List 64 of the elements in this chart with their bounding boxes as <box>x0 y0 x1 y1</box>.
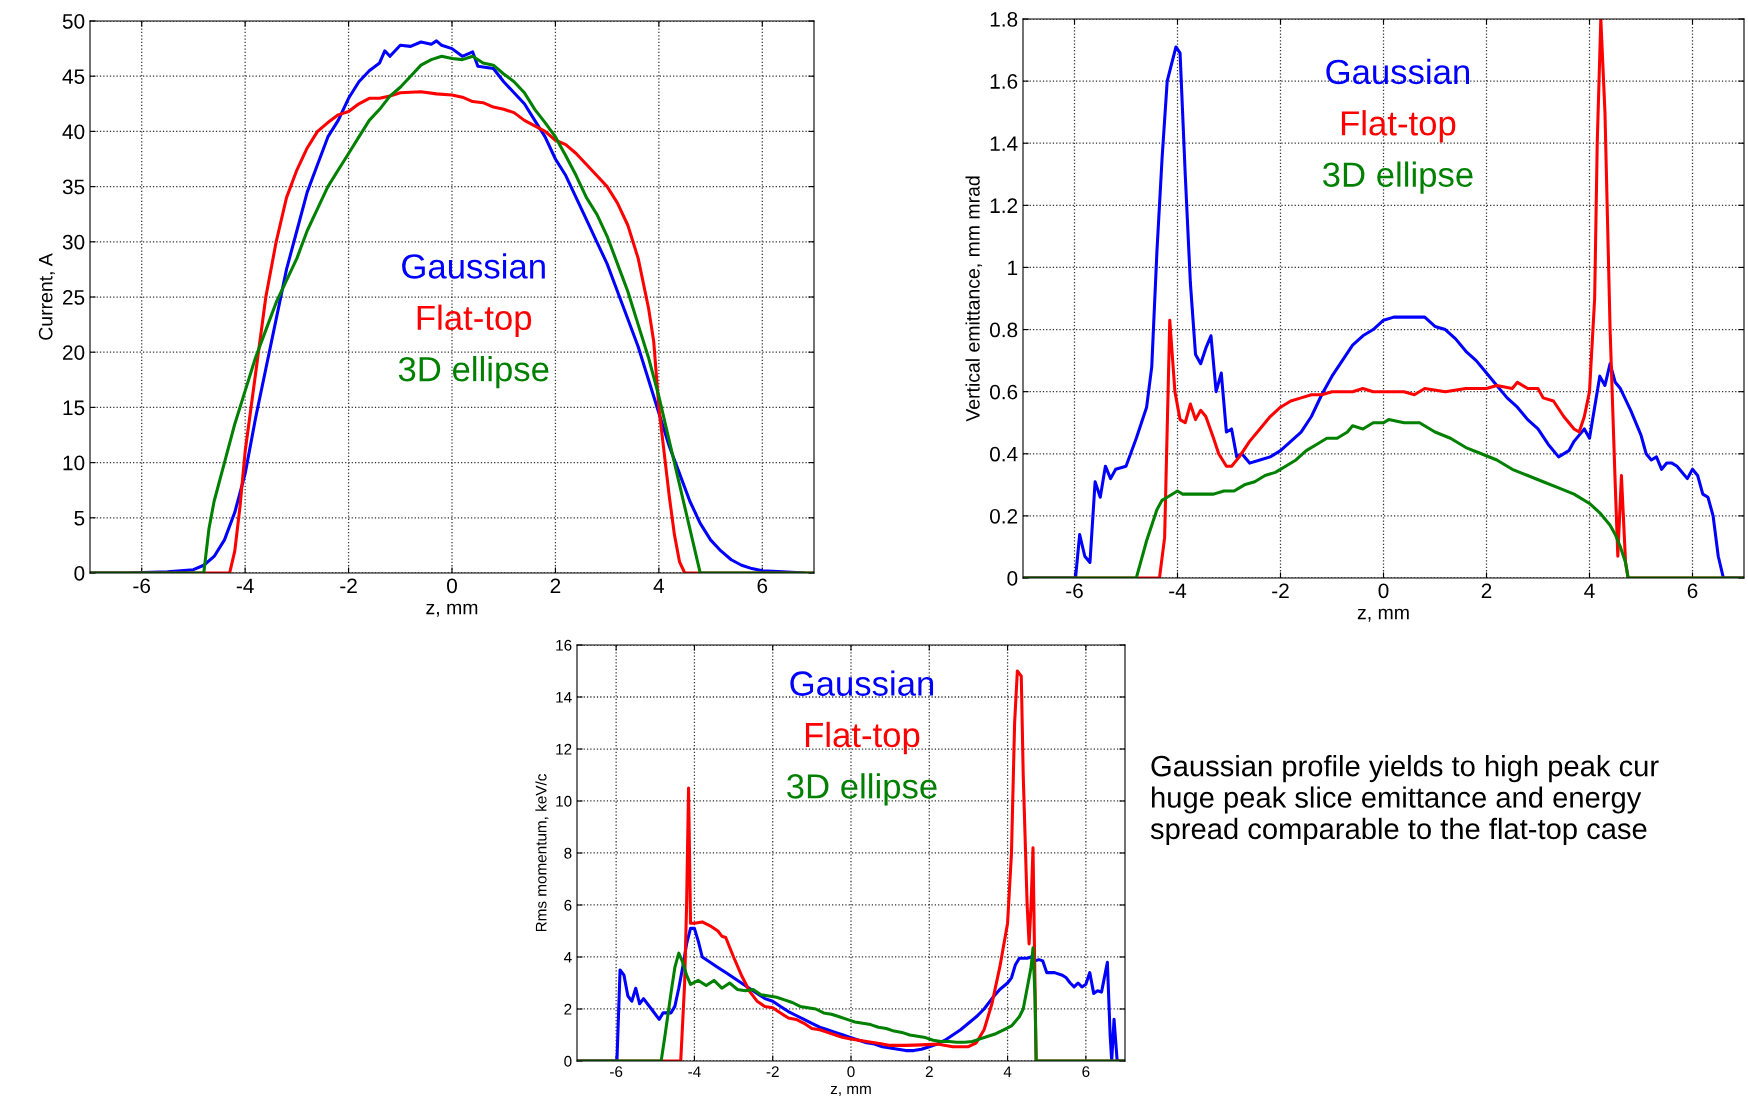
x-tick-label: 2 <box>925 1066 933 1077</box>
text: Flat-top <box>1341 110 1456 143</box>
x-tick-label: -6 <box>1066 583 1083 599</box>
y-tick-label: 1.4 <box>990 136 1018 151</box>
y-tick-label: 0 <box>74 566 85 581</box>
y-tick-label: 0 <box>564 1055 572 1067</box>
x-tick-label: -4 <box>236 578 254 593</box>
y-tick-label: 40 <box>62 124 85 140</box>
text: Gaussian profile yields to high peak cur huge peak slice emittance and energy spread comparable to the flat-top case <box>1150 755 1659 846</box>
y-tick-label: 0.2 <box>989 508 1018 524</box>
y-tick-label: 45 <box>62 69 85 84</box>
y-tick-label: 50 <box>62 14 85 29</box>
x-tick-label: 2 <box>1481 583 1492 598</box>
y-tick-label: 10 <box>63 455 85 471</box>
text: 3D ellipse <box>787 773 937 806</box>
y-tick-label: 16 <box>556 639 572 651</box>
y-axis-title: Rms momentum, keV/c <box>535 774 549 932</box>
y-tick-label: 0.4 <box>989 446 1018 462</box>
y-tick-label: 5 <box>74 511 85 526</box>
y-tick-label: 1 <box>1008 260 1018 275</box>
text: 3D ellipse <box>398 355 549 389</box>
text: Gaussian <box>1326 58 1470 85</box>
y-tick-label: 4 <box>563 952 572 963</box>
y-axis-title: Vertical emittance, mm mrad <box>965 176 983 422</box>
y-tick-label: 0.8 <box>989 322 1018 338</box>
x-axis-title: z, mm <box>426 603 478 617</box>
x-tick-label: -4 <box>1169 583 1187 598</box>
y-tick-label: 1.6 <box>990 74 1018 89</box>
y-tick-label: 30 <box>62 234 85 250</box>
x-tick-label: 0 <box>847 1066 855 1078</box>
x-tick-label: -4 <box>688 1066 701 1077</box>
text: 3D ellipse <box>1323 161 1473 194</box>
x-tick-label: -2 <box>766 1066 779 1077</box>
y-tick-label: 1.2 <box>990 198 1018 213</box>
y-tick-label: 10 <box>556 795 572 807</box>
y-axis-title: Current, A <box>38 253 55 340</box>
y-tick-label: 1.8 <box>990 12 1018 27</box>
x-tick-label: 4 <box>1584 583 1595 598</box>
y-tick-label: 12 <box>556 743 572 755</box>
x-tick-label: 6 <box>1082 1066 1090 1078</box>
x-axis-title: z, mm <box>1357 608 1409 622</box>
x-tick-label: -6 <box>133 578 151 594</box>
x-tick-label: -2 <box>340 578 357 593</box>
y-tick-label: 0.6 <box>989 384 1018 400</box>
series-label: Gaussian <box>402 253 545 279</box>
y-tick-label: 2 <box>564 1003 572 1015</box>
y-tick-label: 8 <box>564 847 572 859</box>
x-axis-title: z, mm <box>830 1085 871 1096</box>
text: Flat-top <box>805 721 920 755</box>
y-tick-label: 6 <box>564 899 572 911</box>
text: Flat-top <box>417 304 532 337</box>
x-tick-label: 6 <box>757 578 768 594</box>
y-tick-label: 20 <box>63 345 85 360</box>
y-tick-label: 25 <box>63 290 85 305</box>
y-tick-label: 15 <box>63 400 85 416</box>
x-tick-label: -6 <box>610 1066 623 1078</box>
x-tick-label: -2 <box>1272 583 1289 598</box>
x-tick-label: 4 <box>653 578 665 593</box>
y-tick-label: 14 <box>556 692 572 703</box>
x-tick-label: 0 <box>1378 583 1389 599</box>
x-tick-label: 6 <box>1687 583 1698 599</box>
text: Gaussian <box>790 670 934 696</box>
x-tick-label: 0 <box>447 578 457 594</box>
y-tick-label: 35 <box>62 179 85 195</box>
